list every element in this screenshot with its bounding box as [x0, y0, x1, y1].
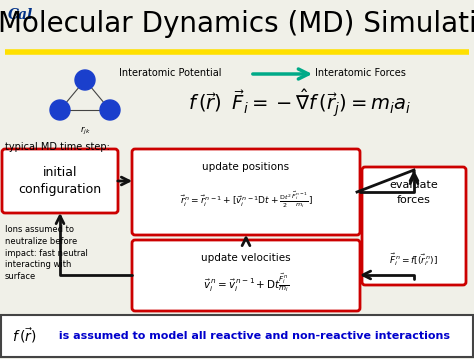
Text: Ions assumed to
neutralize before
impact: fast neutral
interacting with
surface: Ions assumed to neutralize before impact… — [5, 225, 88, 281]
Text: evaluate: evaluate — [390, 180, 438, 190]
FancyBboxPatch shape — [132, 149, 360, 235]
FancyBboxPatch shape — [132, 240, 360, 311]
Text: $f\,(\vec{r})$: $f\,(\vec{r})$ — [12, 327, 36, 345]
Text: $\vec{r}_i^{\,n} = \vec{r}_i^{\,n-1} + [\vec{v}_i^{\,n-1}\mathrm{D}t + \frac{\ma: $\vec{r}_i^{\,n} = \vec{r}_i^{\,n-1} + [… — [180, 190, 312, 210]
Text: forces: forces — [397, 195, 431, 205]
Text: initial
configuration: initial configuration — [18, 165, 101, 196]
FancyBboxPatch shape — [362, 167, 466, 285]
FancyBboxPatch shape — [2, 149, 118, 213]
Text: Interatomic Forces: Interatomic Forces — [315, 68, 405, 78]
Text: $f\,(\vec{r})\;\;\vec{F}_i = -\hat{\nabla}f\,(\vec{r}_j) = m_i a_i$: $f\,(\vec{r})\;\;\vec{F}_i = -\hat{\nabl… — [188, 88, 411, 120]
Text: is assumed to model all reactive and non-reactive interactions: is assumed to model all reactive and non… — [55, 331, 450, 341]
Text: Molecular Dynamics (MD) Simulation: Molecular Dynamics (MD) Simulation — [0, 10, 474, 38]
Text: typical MD time step:: typical MD time step: — [5, 142, 110, 152]
Circle shape — [75, 70, 95, 90]
FancyBboxPatch shape — [1, 315, 473, 357]
Text: $\vec{F}_i^{\,n} = f[(\vec{r}_{i'}^{\,n})]$: $\vec{F}_i^{\,n} = f[(\vec{r}_{i'}^{\,n}… — [390, 252, 438, 268]
Text: $\vec{v}_i^{\,n} = \vec{v}_i^{\,n-1} + \mathrm{D}t\frac{\vec{F}_i^{\,n}}{m_i}$: $\vec{v}_i^{\,n} = \vec{v}_i^{\,n-1} + \… — [203, 272, 289, 295]
Text: update velocities: update velocities — [201, 253, 291, 263]
Text: $r_{jk}$: $r_{jk}$ — [80, 125, 91, 137]
Circle shape — [100, 100, 120, 120]
Text: update positions: update positions — [202, 162, 290, 172]
Text: Interatomic Potential: Interatomic Potential — [119, 68, 221, 78]
Text: Cal: Cal — [8, 8, 33, 22]
Circle shape — [50, 100, 70, 120]
